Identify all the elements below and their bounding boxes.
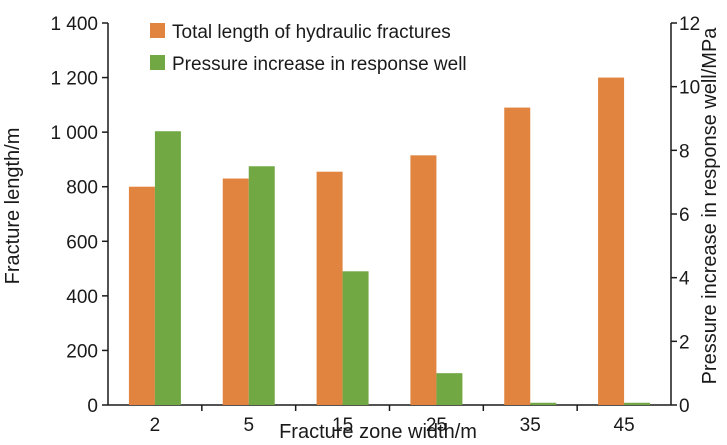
right-y-axis: 0 2 4 6 8 10 12 <box>671 14 700 417</box>
left-tick-label: 1 000 <box>50 123 98 144</box>
left-tick-label: 200 <box>66 341 98 362</box>
x-axis: 2 5 15 25 35 45 <box>150 405 635 436</box>
bar-pressure-increase <box>436 373 463 405</box>
bar-pressure-increase <box>624 402 651 405</box>
legend: Total length of hydraulic fractures Pres… <box>150 22 467 75</box>
right-tick-label: 2 <box>679 332 690 353</box>
left-tick-label: 800 <box>66 178 98 199</box>
left-tick-label: 1 200 <box>50 69 98 90</box>
left-tick-label: 600 <box>66 232 98 253</box>
bar-fracture-length <box>598 77 625 406</box>
y2-axis-title: Pressure increase in response well/MPa <box>699 27 721 385</box>
right-tick-label: 6 <box>679 205 690 226</box>
bar-fracture-length <box>222 178 249 405</box>
left-tick-label: 400 <box>66 287 98 308</box>
bar-fracture-length <box>410 155 437 405</box>
bar-fracture-length <box>128 186 155 405</box>
x-tick-label: 45 <box>614 415 635 436</box>
y-axis-title: Fracture length/m <box>2 128 24 285</box>
x-tick-label: 35 <box>520 415 541 436</box>
legend-swatch-pressure <box>150 55 165 70</box>
bar-pressure-increase <box>248 166 275 405</box>
right-tick-label: 10 <box>679 78 700 99</box>
bar-fracture-length <box>316 171 343 405</box>
x-tick-label: 2 <box>150 415 161 436</box>
x-axis-title: Fracture zone width/m <box>279 421 477 443</box>
plot-frame <box>107 23 672 406</box>
bar-pressure-increase <box>154 131 181 405</box>
bar-pressure-increase <box>342 271 369 405</box>
legend-label-pressure: Pressure increase in response well <box>172 54 467 75</box>
right-tick-label: 0 <box>679 396 690 417</box>
left-y-axis: 0 200 400 600 800 1 000 1 200 1 400 <box>50 14 108 417</box>
legend-swatch-length <box>150 23 165 38</box>
right-tick-label: 4 <box>679 269 690 290</box>
bar-fracture-length <box>504 107 531 405</box>
bar-pressure-increase <box>530 402 557 405</box>
legend-label-length: Total length of hydraulic fractures <box>172 22 451 43</box>
bars <box>128 77 651 406</box>
x-tick-label: 5 <box>243 415 254 436</box>
left-tick-label: 1 400 <box>50 14 98 35</box>
x-tick-label: 25 <box>426 415 447 436</box>
right-tick-label: 8 <box>679 141 690 162</box>
left-tick-label: 0 <box>87 396 98 417</box>
x-tick-label: 15 <box>332 415 353 436</box>
right-tick-label: 12 <box>679 14 700 35</box>
